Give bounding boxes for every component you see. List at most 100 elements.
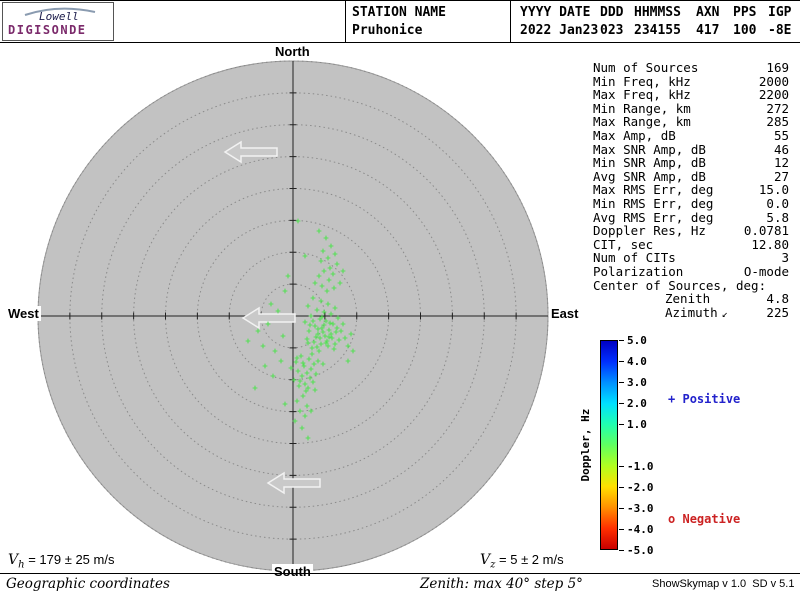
source-point — [302, 319, 308, 325]
source-point — [252, 385, 258, 391]
colorbar-tick-label: 5.0 — [627, 334, 647, 347]
compass-west-label: West — [6, 306, 41, 321]
source-point — [328, 243, 334, 249]
param-value: 0.0 — [766, 195, 789, 211]
source-point — [315, 331, 321, 337]
param-row: Polarization O-mode — [593, 265, 789, 279]
field-label: STATION NAME — [352, 5, 446, 20]
colorbar-tick-label: -1.0 — [627, 460, 654, 473]
source-point — [318, 258, 324, 264]
source-point — [345, 343, 351, 349]
source-point — [348, 331, 354, 337]
source-point — [315, 326, 321, 332]
param-value: 55 — [773, 127, 789, 143]
source-point — [319, 283, 325, 289]
source-point — [314, 307, 320, 313]
header-separator-1 — [345, 0, 346, 42]
param-row: Max Range, km 285 — [593, 115, 789, 129]
source-point — [303, 388, 309, 394]
header-separator-2 — [510, 0, 511, 42]
source-point — [340, 321, 346, 327]
source-point — [313, 371, 319, 377]
colorbar-tick — [619, 424, 624, 425]
source-point — [316, 348, 322, 354]
source-point — [321, 268, 327, 274]
vh-subscript: h — [18, 559, 25, 571]
source-point — [323, 340, 329, 346]
source-point — [302, 381, 308, 387]
field-value: -8E — [768, 23, 792, 38]
colorbar-title: Doppler, Hz — [579, 408, 592, 482]
legend-negative-label: Negative — [682, 512, 741, 526]
param-row: Num of CITs 3 — [593, 251, 789, 265]
param-row: Max Freq, kHz 2200 — [593, 88, 789, 102]
source-point — [309, 351, 315, 357]
source-point — [318, 341, 324, 347]
param-label: Doppler Res, Hz — [593, 223, 706, 239]
param-label: Min RMS Err, deg — [593, 195, 714, 211]
source-point — [305, 385, 311, 391]
param-row: Min Range, km 272 — [593, 102, 789, 116]
source-point — [285, 273, 291, 279]
vz-subscript: z — [490, 559, 496, 571]
source-point — [318, 298, 324, 304]
source-point — [296, 383, 302, 389]
param-row: Zenith 4.8 — [593, 292, 789, 306]
param-value: 272 — [766, 100, 789, 116]
vh-value: = 179 ± 25 m/s — [24, 552, 115, 567]
header-field-igp: IGP -8E — [768, 4, 791, 40]
colorbar-tick — [619, 487, 624, 488]
colorbar-tick-label: 4.0 — [627, 355, 647, 368]
colorbar-tick-label: -4.0 — [627, 523, 654, 536]
colorbar-tick — [619, 382, 624, 383]
field-value: 234155 — [634, 23, 681, 38]
param-value: 225 — [766, 304, 789, 320]
lowell-digisonde-logo: Lowell DIGISONDE — [2, 2, 114, 41]
source-point — [293, 359, 299, 365]
source-point — [333, 329, 339, 335]
source-point — [301, 363, 307, 369]
source-point — [320, 329, 326, 335]
field-label: PPS — [733, 5, 757, 20]
header-field-ddd: DDD 023 — [600, 4, 623, 40]
param-label: Max Amp, dB — [593, 127, 676, 143]
source-point — [336, 337, 342, 343]
source-point — [300, 360, 306, 366]
compass-east-label: East — [549, 306, 581, 321]
param-value: 285 — [766, 114, 789, 130]
vz-value: = 5 ± 2 m/s — [495, 552, 564, 567]
source-point — [340, 268, 346, 274]
azimuth-direction-icon: ↙ — [721, 308, 728, 320]
source-point — [331, 285, 337, 291]
source-point — [312, 280, 318, 286]
source-point — [314, 344, 320, 350]
source-point — [327, 320, 333, 326]
source-point — [278, 358, 284, 364]
source-point — [265, 321, 271, 327]
field-label: IGP — [768, 5, 792, 20]
compass-north-label: North — [273, 44, 312, 59]
param-value: 12.80 — [751, 236, 789, 252]
param-row: CIT, sec 12.80 — [593, 238, 789, 252]
header-field-station: STATION NAME Pruhonice — [352, 4, 446, 40]
param-value: 12 — [773, 155, 789, 171]
source-point — [320, 361, 326, 367]
param-row: Min Freq, kHz 2000 — [593, 74, 789, 89]
parameter-list: Num of Sources 169 Min Freq, kHz 2000 Max Fr… — [593, 61, 789, 321]
param-value: 5.8 — [766, 209, 789, 225]
vz-symbol: V — [480, 552, 491, 568]
source-point — [311, 339, 317, 345]
source-point — [311, 361, 317, 367]
source-point — [337, 280, 343, 286]
field-value: 023 — [600, 23, 624, 38]
colorbar-tick-label: 2.0 — [627, 397, 647, 410]
param-value: 3 — [781, 250, 789, 266]
source-point — [308, 408, 314, 414]
source-point — [334, 325, 340, 331]
param-value: O-mode — [743, 263, 789, 279]
logo-graphic: Lowell DIGISONDE — [8, 7, 96, 37]
param-label: Max Range, km — [593, 114, 691, 130]
compass-south-label: South — [272, 564, 313, 579]
source-point — [310, 295, 316, 301]
